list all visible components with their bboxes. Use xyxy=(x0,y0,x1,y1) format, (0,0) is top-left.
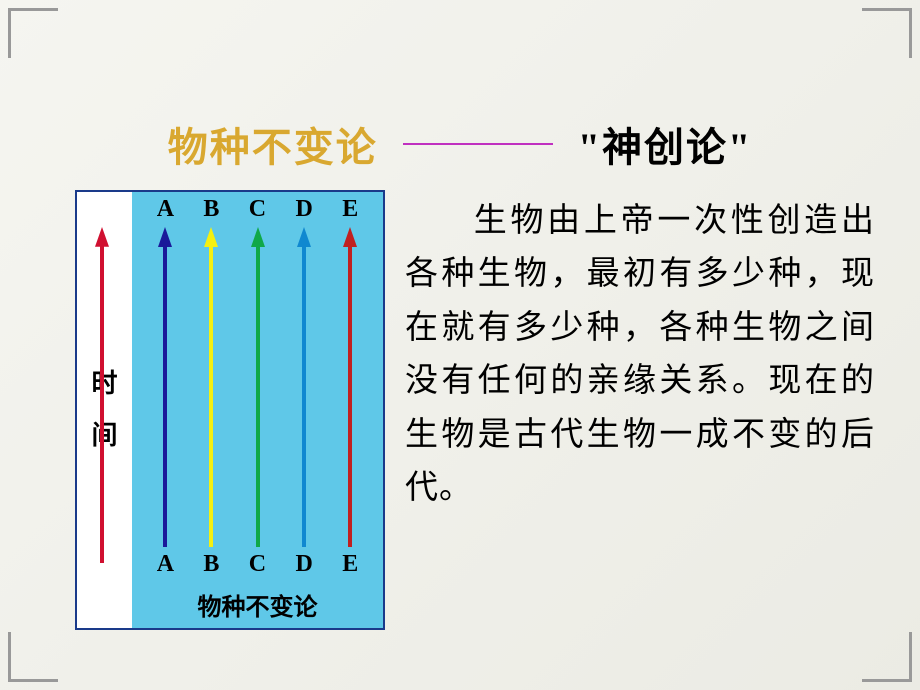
corner-decoration xyxy=(862,632,912,682)
species-label: B xyxy=(203,196,219,223)
corner-decoration xyxy=(862,8,912,58)
species-arrow xyxy=(234,227,280,547)
labels-top: A B C D E xyxy=(132,192,383,227)
species-label: C xyxy=(249,551,266,578)
species-label: E xyxy=(342,551,358,578)
species-label: B xyxy=(203,551,219,578)
species-arrow xyxy=(142,227,188,547)
species-label: E xyxy=(342,196,358,223)
chart-area: A B C D E A B C D E 物种不变论 xyxy=(132,192,383,628)
title-left: 物种不变论 xyxy=(168,115,378,173)
species-arrow xyxy=(327,227,373,547)
species-diagram: 时 间 A B C D E A B C D xyxy=(75,190,385,630)
title-right: "神创论" xyxy=(578,115,752,173)
species-arrow xyxy=(281,227,327,547)
labels-bottom: A B C D E xyxy=(132,547,383,582)
time-axis-arrow xyxy=(92,227,112,563)
body-text: 生物由上帝一次性创造出各种生物，最初有多少种，现在就有多少种，各种生物之间没有任… xyxy=(405,195,875,516)
connector-line xyxy=(403,143,553,145)
diagram-caption: 物种不变论 xyxy=(132,582,383,630)
y-axis-area: 时 间 xyxy=(77,192,132,628)
corner-decoration xyxy=(8,8,58,58)
header: 物种不变论 "神创论" xyxy=(0,115,920,173)
species-label: C xyxy=(249,196,266,223)
body-content: 生物由上帝一次性创造出各种生物，最初有多少种，现在就有多少种，各种生物之间没有任… xyxy=(405,203,875,506)
species-label: D xyxy=(296,196,313,223)
species-arrow xyxy=(188,227,234,547)
species-label: A xyxy=(157,551,174,578)
species-label: D xyxy=(296,551,313,578)
species-label: A xyxy=(157,196,174,223)
corner-decoration xyxy=(8,632,58,682)
arrows-zone xyxy=(132,227,383,547)
